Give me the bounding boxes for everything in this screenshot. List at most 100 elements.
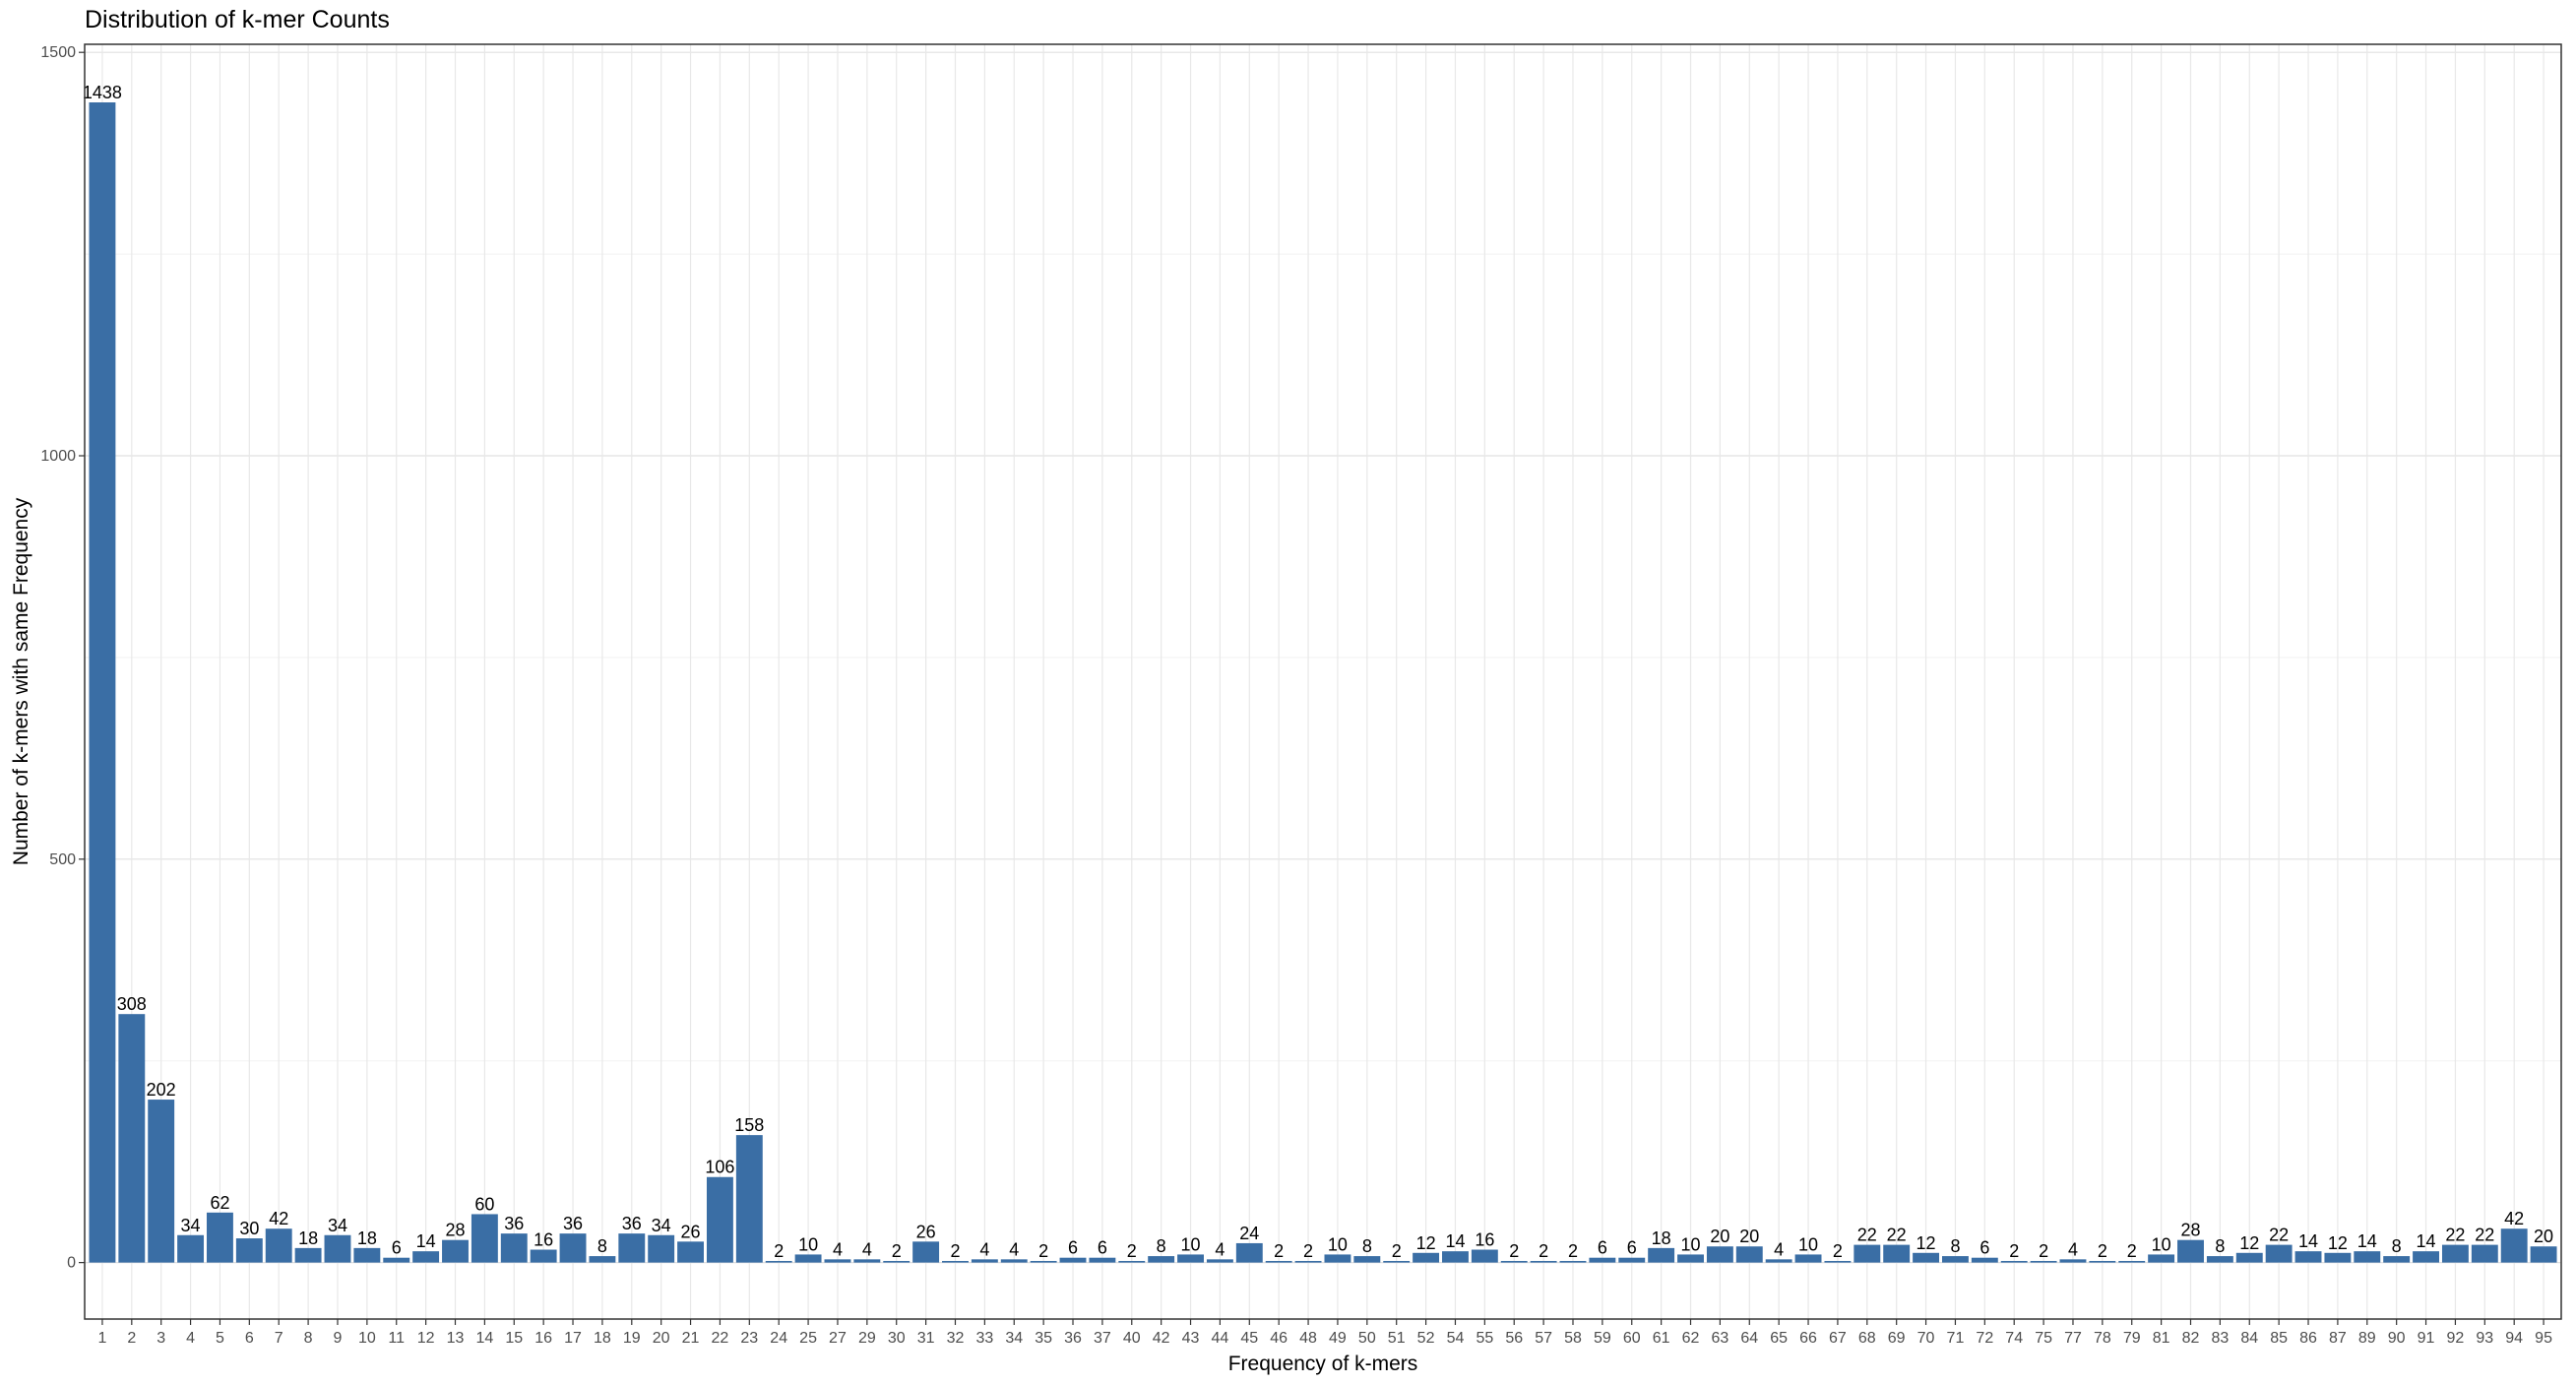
bar [177, 1234, 205, 1263]
x-tick-label: 46 [1270, 1330, 1288, 1347]
bar [1177, 1254, 1204, 1263]
data-label: 8 [2392, 1236, 2402, 1256]
bar [1589, 1257, 1616, 1263]
x-tick-label: 3 [157, 1330, 165, 1347]
data-label: 6 [1598, 1238, 1607, 1258]
data-label: 28 [2180, 1221, 2200, 1240]
bar [89, 102, 116, 1263]
x-tick-label: 90 [2388, 1330, 2406, 1347]
x-tick-label: 29 [858, 1330, 876, 1347]
bar [294, 1247, 322, 1263]
x-tick-label: 6 [245, 1330, 254, 1347]
bar [618, 1233, 646, 1263]
x-tick-label: 32 [947, 1330, 965, 1347]
x-tick-label: 89 [2358, 1330, 2376, 1347]
bar [706, 1176, 733, 1263]
bar [1500, 1260, 1528, 1263]
bar [1059, 1257, 1087, 1263]
bar [1765, 1259, 1792, 1263]
data-label: 10 [1181, 1234, 1201, 1254]
data-label: 8 [1362, 1236, 1372, 1256]
bar [1324, 1254, 1351, 1263]
y-tick-label: 500 [49, 851, 76, 868]
bar [1530, 1260, 1557, 1263]
data-label: 202 [147, 1080, 176, 1100]
data-label: 308 [117, 994, 147, 1014]
x-tick-label: 64 [1740, 1330, 1758, 1347]
data-label: 4 [979, 1239, 989, 1259]
bar [824, 1259, 851, 1263]
data-label: 42 [2504, 1209, 2524, 1228]
x-tick-label: 9 [334, 1330, 343, 1347]
x-tick-label: 78 [2094, 1330, 2111, 1347]
x-tick-label: 18 [594, 1330, 611, 1347]
bar [2000, 1260, 2028, 1263]
data-label: 8 [1157, 1236, 1166, 1256]
bar [1706, 1246, 1733, 1263]
data-label: 14 [2298, 1231, 2318, 1251]
x-tick-label: 83 [2211, 1330, 2229, 1347]
bar [2118, 1260, 2146, 1263]
data-label: 22 [2445, 1226, 2465, 1245]
x-tick-label: 74 [2005, 1330, 2023, 1347]
bar [471, 1214, 498, 1263]
x-tick-label: 75 [2035, 1330, 2052, 1347]
data-label: 28 [445, 1221, 465, 1240]
x-tick-label: 11 [388, 1330, 405, 1347]
x-tick-label: 92 [2447, 1330, 2465, 1347]
data-label: 26 [681, 1222, 701, 1241]
bars [89, 102, 2557, 1263]
data-label: 10 [1798, 1234, 1818, 1254]
x-tick-label: 24 [770, 1330, 787, 1347]
bar [1618, 1257, 1646, 1263]
x-tick-label: 12 [417, 1330, 435, 1347]
x-tick-label: 45 [1240, 1330, 1258, 1347]
data-label: 4 [1215, 1239, 1225, 1259]
bar [1089, 1257, 1116, 1263]
bar [1030, 1260, 1057, 1263]
bar [2413, 1251, 2439, 1263]
data-label: 30 [239, 1219, 259, 1238]
data-label: 34 [652, 1216, 671, 1235]
bar [235, 1238, 263, 1263]
data-label: 34 [181, 1216, 201, 1235]
data-label: 10 [798, 1234, 818, 1254]
x-axis-title: Frequency of k-mers [1228, 1353, 1418, 1375]
bar [442, 1239, 469, 1263]
data-label: 36 [622, 1214, 642, 1233]
bar [1265, 1260, 1292, 1263]
bar [559, 1233, 587, 1263]
x-tick-label: 57 [1535, 1330, 1552, 1347]
bar [2324, 1252, 2352, 1263]
x-tick-label: 67 [1829, 1330, 1847, 1347]
bar [765, 1260, 792, 1263]
x-tick-label: 77 [2064, 1330, 2082, 1347]
data-label: 10 [1328, 1234, 1348, 1254]
chart-title: Distribution of k-mer Counts [85, 6, 390, 33]
x-tick-label: 68 [1858, 1330, 1876, 1347]
bar [794, 1254, 822, 1263]
bar [2294, 1251, 2322, 1263]
data-label: 106 [705, 1158, 734, 1177]
data-label: 22 [2475, 1226, 2494, 1245]
bar [942, 1260, 969, 1263]
data-label: 14 [2417, 1231, 2436, 1251]
x-tick-label: 85 [2270, 1330, 2288, 1347]
plot-border [84, 43, 2562, 1320]
bar [1235, 1242, 1263, 1263]
bar [1648, 1247, 1675, 1263]
data-label: 12 [1916, 1233, 1936, 1253]
data-label: 1438 [83, 83, 122, 102]
bar [148, 1100, 175, 1263]
data-label: 2 [1303, 1241, 1313, 1261]
y-axis-ticks: 0 500 1000 1500 [40, 44, 85, 1272]
x-tick-label: 13 [447, 1330, 465, 1347]
data-label: 158 [734, 1115, 764, 1135]
x-tick-label: 23 [740, 1330, 758, 1347]
x-tick-label: 54 [1447, 1330, 1465, 1347]
bar [2471, 1244, 2498, 1263]
bar [677, 1241, 704, 1263]
x-tick-label: 72 [1976, 1330, 1993, 1347]
x-tick-label: 51 [1388, 1330, 1406, 1347]
